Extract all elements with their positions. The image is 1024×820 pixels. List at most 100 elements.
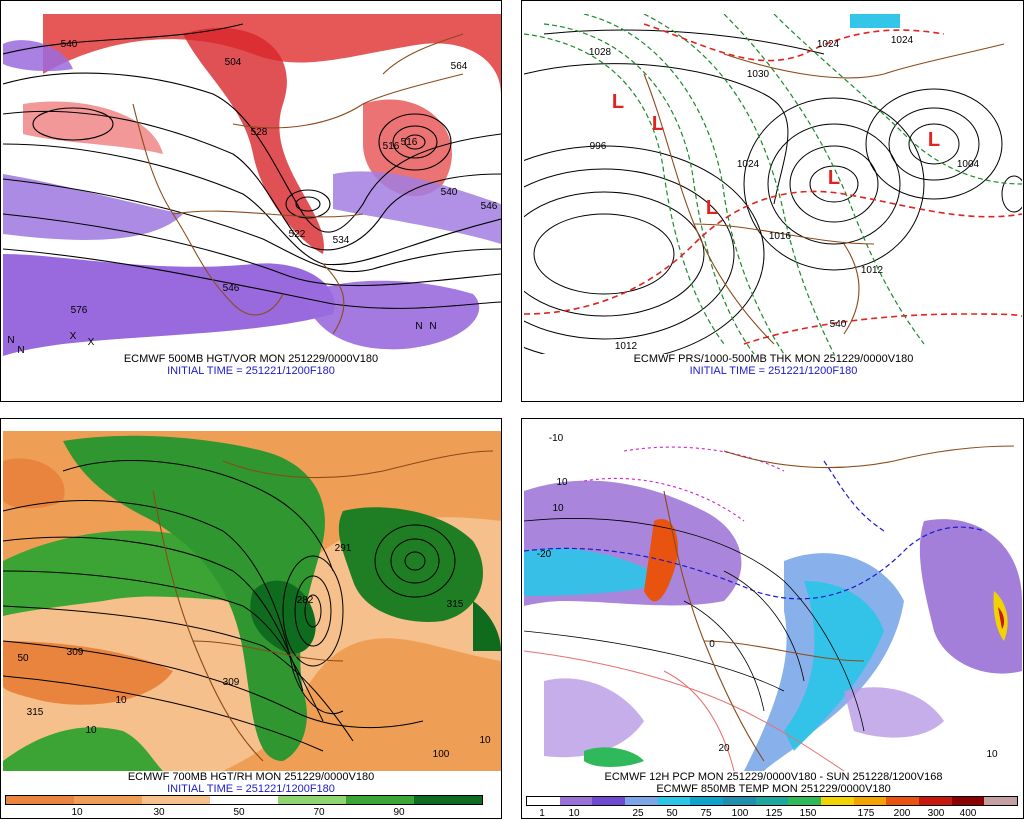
map-symbol: N <box>7 335 15 346</box>
contour-label: 50 <box>17 653 29 664</box>
initial-time-label: INITIAL TIME = 251221/1200F180 <box>689 365 858 377</box>
contour-label: 291 <box>334 543 352 554</box>
contour-label: 564 <box>450 61 468 72</box>
rh-colorbar-ticks: 10 30 50 70 90 <box>5 807 483 819</box>
colorbar-swatch <box>559 797 593 805</box>
colorbar-swatch <box>788 797 822 805</box>
colorbar-swatch <box>414 796 482 804</box>
colorbar-swatch <box>527 797 560 805</box>
colorbar-tick: 70 <box>313 807 325 818</box>
contour-label: 10 <box>479 735 491 746</box>
panel-pressure-thickness: 1028 1024 996 1024 1004 1012 1012 1016 5… <box>521 0 1024 402</box>
panel-caption: ECMWF PRS/1000-500MB THK MON 251229/0000… <box>633 353 914 365</box>
contour-label: 1016 <box>768 231 792 242</box>
colorbar-swatch <box>592 797 626 805</box>
colorbar-swatch <box>919 797 952 805</box>
colorbar-swatch <box>625 797 658 805</box>
precip-colorbar <box>526 796 1018 806</box>
contour-label: 309 <box>222 677 240 688</box>
colorbar-tick: 50 <box>233 807 245 818</box>
contour-label: 516 <box>400 137 418 148</box>
colorbar-swatch <box>853 797 887 805</box>
contour-label: 1024 <box>890 35 914 46</box>
colorbar-tick: 25 <box>632 808 644 819</box>
contour-label: 1012 <box>614 341 638 352</box>
contour-label: 10 <box>85 725 97 736</box>
map-symbol: X <box>87 337 95 348</box>
panel-caption: ECMWF 12H PCP MON 251229/0000V180 - SUN … <box>604 771 943 783</box>
colorbar-tick: 50 <box>666 808 678 819</box>
contour-label: 1024 <box>816 39 840 50</box>
contour-label: 10 <box>556 477 568 488</box>
contour-label: 0 <box>709 639 715 650</box>
colorbar-tick: 150 <box>799 808 817 819</box>
low-pressure-markers: L L L L L <box>522 1 1024 361</box>
colorbar-swatch <box>755 797 789 805</box>
colorbar-tick: 10 <box>71 807 83 818</box>
colorbar-tick: 90 <box>393 807 405 818</box>
panel-precip-850mb-temp: 10 10 -10 -20 0 20 10 ECMWF 12H PCP MON … <box>521 418 1024 819</box>
precipitation-map <box>524 431 1022 771</box>
contour-label: 315 <box>446 599 464 610</box>
contour-label: 20 <box>718 743 730 754</box>
contour-label: 516 <box>382 141 400 152</box>
colorbar-swatch <box>723 797 756 805</box>
colorbar-swatch <box>821 797 854 805</box>
colorbar-tick: 30 <box>153 807 165 818</box>
contour-label: 10 <box>115 695 127 706</box>
contour-label: 282 <box>296 595 314 606</box>
colorbar-tick: 100 <box>731 808 749 819</box>
contour-label: 996 <box>589 141 607 152</box>
contour-label: 546 <box>222 283 240 294</box>
contour-label: -10 <box>548 433 564 444</box>
contour-label: 1024 <box>736 159 760 170</box>
precip-colorbar-ticks: 1 10 25 50 75 100 125 150 175 200 300 40… <box>526 808 1018 820</box>
pressure-thickness-map <box>524 14 1022 354</box>
map-symbol: N <box>17 345 25 356</box>
contour-label: 1012 <box>860 265 884 276</box>
colorbar-tick: 75 <box>700 808 712 819</box>
colorbar-tick: 300 <box>927 808 945 819</box>
contour-label: -20 <box>536 549 552 560</box>
contour-label: 528 <box>250 127 268 138</box>
contour-label: 1030 <box>746 69 770 80</box>
colorbar-swatch <box>142 796 210 804</box>
temperature-caption: ECMWF 850MB TEMP MON 251229/0000V180 <box>656 783 891 795</box>
contour-label: 540 <box>440 187 458 198</box>
colorbar-tick: 200 <box>893 808 911 819</box>
colorbar-swatch <box>690 797 724 805</box>
colorbar-tick: 1 <box>539 808 545 819</box>
panel-500mb-height-vorticity: 540 504 564 528 516 540 546 522 576 516 … <box>0 0 502 402</box>
contour-label: 534 <box>332 235 350 246</box>
colorbar-tick: 400 <box>959 808 977 819</box>
colorbar-swatch <box>278 796 346 804</box>
contour-label: 315 <box>26 707 44 718</box>
contour-labels: 1028 1024 996 1024 1004 1012 1012 1016 5… <box>522 1 1024 361</box>
colorbar-swatch <box>74 796 142 804</box>
colorbar-tick: 125 <box>765 808 783 819</box>
colorbar-swatch <box>210 796 278 804</box>
low-pressure-marker: L <box>651 113 665 135</box>
relative-humidity-map <box>3 431 501 771</box>
low-pressure-marker: L <box>705 197 719 219</box>
contour-label: 10 <box>552 503 564 514</box>
colorbar-tick: 10 <box>568 808 580 819</box>
colorbar-swatch <box>951 797 985 805</box>
panel-700mb-height-rh: 309 315 282 291 309 315 10 50 10 100 10 … <box>0 418 502 819</box>
contour-label: 10 <box>986 749 998 760</box>
colorbar-swatch <box>346 796 414 804</box>
initial-time-label: INITIAL TIME = 251221/1200F180 <box>167 783 335 795</box>
contour-labels: 309 315 282 291 309 315 10 50 10 100 10 <box>1 419 501 779</box>
map-symbol: N <box>415 321 423 332</box>
colorbar-swatch <box>657 797 691 805</box>
panel-caption: ECMWF 700MB HGT/RH MON 251229/0000V180 <box>127 771 375 783</box>
contour-label: 100 <box>432 749 450 760</box>
low-pressure-marker: L <box>927 129 941 151</box>
contour-label: 576 <box>70 305 88 316</box>
contour-label: 546 <box>480 201 498 212</box>
contour-labels: 10 10 -10 -20 0 20 10 <box>522 419 1024 779</box>
vorticity-map <box>3 14 501 356</box>
contour-label: 540 <box>829 319 847 330</box>
colorbar-tick: 175 <box>857 808 875 819</box>
contour-labels: 540 504 564 528 516 540 546 522 576 516 … <box>1 1 501 361</box>
